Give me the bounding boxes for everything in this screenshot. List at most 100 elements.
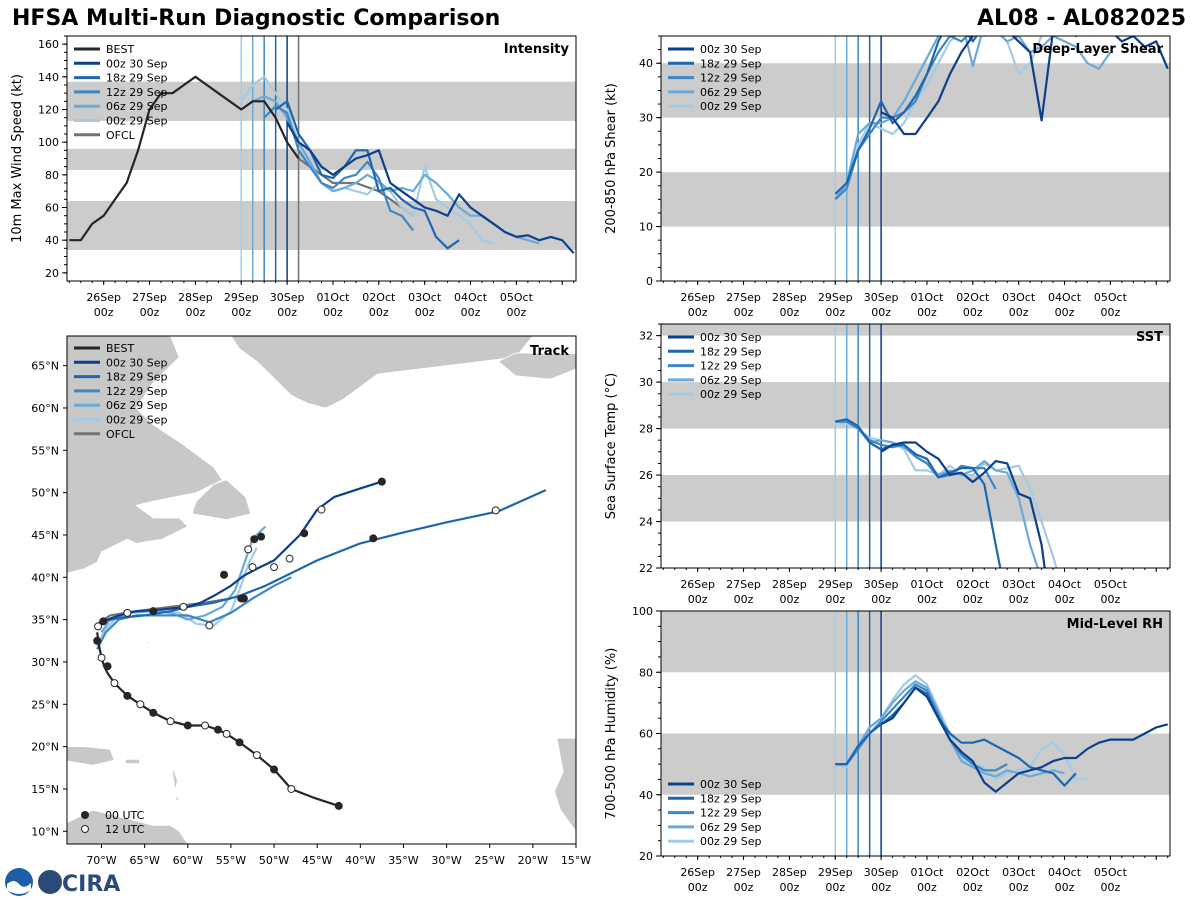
series-line-12z-29-sep	[263, 105, 415, 232]
x-tick-label-sst: 30Sep	[864, 578, 899, 591]
map-frame	[66, 335, 577, 845]
lat-tick-label: 15°N	[31, 783, 59, 796]
south-america-land	[67, 809, 189, 844]
x-tick-label-sst: 02Oct	[956, 578, 990, 591]
x-tick-label-sst: 00z	[871, 593, 891, 606]
x-tick-label-intensity: 00z	[506, 306, 526, 319]
x-tick-label-intensity: 02Oct	[362, 291, 396, 304]
x-tick-label-intensity: 00z	[277, 306, 297, 319]
lat-tick-label: 55°N	[31, 444, 59, 457]
series-line-12z-29-sep	[834, 36, 1008, 201]
marker-00utc	[235, 738, 244, 747]
marker-00utc	[270, 765, 279, 774]
y-tick-label-shear: 20	[639, 166, 653, 179]
chart-panel-intensity: 20 40 60 80 100 120 140 160 26Sep 00z 27Sep 00z 28Se…	[10, 35, 577, 319]
legend-label-18z-29-sep: 18z 29 Sep	[700, 792, 762, 805]
series-line-best	[69, 75, 300, 242]
x-tick-label-rh: 00z	[1055, 881, 1075, 894]
x-tick-label-rh: 26Sep	[680, 866, 715, 879]
panel-title-intensity: Intensity	[504, 42, 570, 57]
x-tick-label-intensity: 27Sep	[132, 291, 167, 304]
marker-12utc	[285, 554, 294, 563]
marker-00utc	[213, 725, 222, 734]
lat-tick-label: 40°N	[31, 571, 59, 584]
plot-area-rh	[661, 611, 1170, 856]
intensity-band-2	[67, 81, 576, 121]
x-tick-label-intensity: 30Sep	[270, 291, 305, 304]
intensity-band-1	[661, 63, 1170, 118]
x-tick-label-shear: 00z	[734, 306, 754, 319]
x-tick-label-sst: 00z	[780, 593, 800, 606]
y-tick-label-shear: 0	[646, 275, 653, 288]
lat-tick-label: 50°N	[31, 487, 59, 500]
x-tick-label-sst: 00z	[688, 593, 708, 606]
track-line-best	[96, 632, 340, 807]
marker-12utc	[201, 721, 210, 730]
marker-00utc	[369, 534, 378, 543]
x-tick-label-rh: 28Sep	[772, 866, 807, 879]
x-tick-label-intensity: 29Sep	[224, 291, 259, 304]
legend-label-00z-29-sep: 00z 29 Sep	[106, 414, 168, 427]
x-tick-label-intensity: 00z	[323, 306, 343, 319]
x-tick-label-rh: 29Sep	[818, 866, 853, 879]
y-tick-label-sst: 28	[639, 423, 653, 436]
x-tick-label-sst: 01Oct	[910, 578, 944, 591]
x-tick-label-shear: 00z	[963, 306, 983, 319]
intensity-band-1	[67, 148, 576, 170]
series-line-00z-29-sep	[835, 420, 1058, 568]
panel-title-sst: SST	[1136, 330, 1163, 345]
legend-label-ofcl: OFCL	[106, 129, 136, 142]
y-tick-label-rh: 20	[639, 850, 653, 863]
lat-tick-label: 30°N	[31, 656, 59, 669]
y-tick-label-shear: 40	[639, 57, 653, 70]
marker-12utc	[248, 563, 257, 572]
lesser-antilles-land	[171, 769, 180, 802]
x-tick-label-sst: 00z	[734, 593, 754, 606]
intensity-band-1	[661, 611, 1170, 673]
x-tick-label-sst: 00z	[1055, 593, 1075, 606]
legend-label-12utc: 12 UTC	[105, 823, 145, 836]
x-tick-label-intensity: 01Oct	[316, 291, 350, 304]
x-tick-label-intensity: 00z	[461, 306, 481, 319]
track-line-12z-29-sep	[96, 576, 292, 650]
marker-00utc	[183, 721, 192, 730]
noaa-wave-icon	[7, 881, 31, 894]
y-tick-label-sst: 22	[639, 562, 653, 575]
intensity-band-1	[661, 382, 1170, 429]
marker-00utc	[149, 607, 158, 616]
x-tick-label-shear: 00z	[1100, 306, 1120, 319]
legend-label-00z-30-sep: 00z 30 Sep	[106, 356, 168, 369]
x-tick-label-rh: 00z	[1100, 881, 1120, 894]
legend-label-18z-29-sep: 18z 29 Sep	[700, 345, 762, 358]
panel-title-track: Track	[530, 344, 569, 359]
x-tick-label-shear: 27Sep	[726, 291, 761, 304]
chart-panel-track: 70°W 65°W 60°W 55°W 50°W 45°W 40°W 35°W 30°W 25°W…	[31, 335, 591, 867]
marker-00utc	[300, 529, 309, 538]
y-tick-label-intensity: 160	[38, 38, 59, 51]
marker-12utc	[270, 563, 279, 572]
marker-00utc	[220, 570, 229, 579]
lon-tick-label: 25°W	[475, 854, 505, 867]
legend-label-00z-30-sep: 00z 30 Sep	[106, 57, 168, 70]
x-tick-label-intensity: 04Oct	[454, 291, 488, 304]
lon-tick-label: 55°W	[216, 854, 246, 867]
track-line-00z-29-sep	[96, 547, 258, 648]
x-tick-label-rh: 27Sep	[726, 866, 761, 879]
legend-label-00z-29-sep: 00z 29 Sep	[700, 100, 762, 113]
x-tick-label-intensity: 00z	[231, 306, 251, 319]
hispaniola-land	[67, 746, 115, 766]
puerto-rico-land	[124, 758, 140, 764]
x-tick-label-rh: 00z	[963, 881, 983, 894]
y-axis-label-rh: 700-500 hPa Humidity (%)	[604, 648, 619, 820]
series-line-00z-30-sep	[880, 441, 1046, 568]
x-tick-label-intensity: 00z	[369, 306, 389, 319]
legend-label-ofcl: OFCL	[106, 428, 136, 441]
newfoundland-land	[191, 479, 252, 521]
y-tick-label-shear: 30	[639, 112, 653, 125]
legend-label-06z-29-sep: 06z 29 Sep	[700, 374, 762, 387]
legend-label-12z-29-sep: 12z 29 Sep	[700, 72, 762, 85]
greenland-land	[230, 336, 534, 409]
marker-12utc	[123, 608, 132, 617]
lon-tick-label: 70°W	[86, 854, 116, 867]
